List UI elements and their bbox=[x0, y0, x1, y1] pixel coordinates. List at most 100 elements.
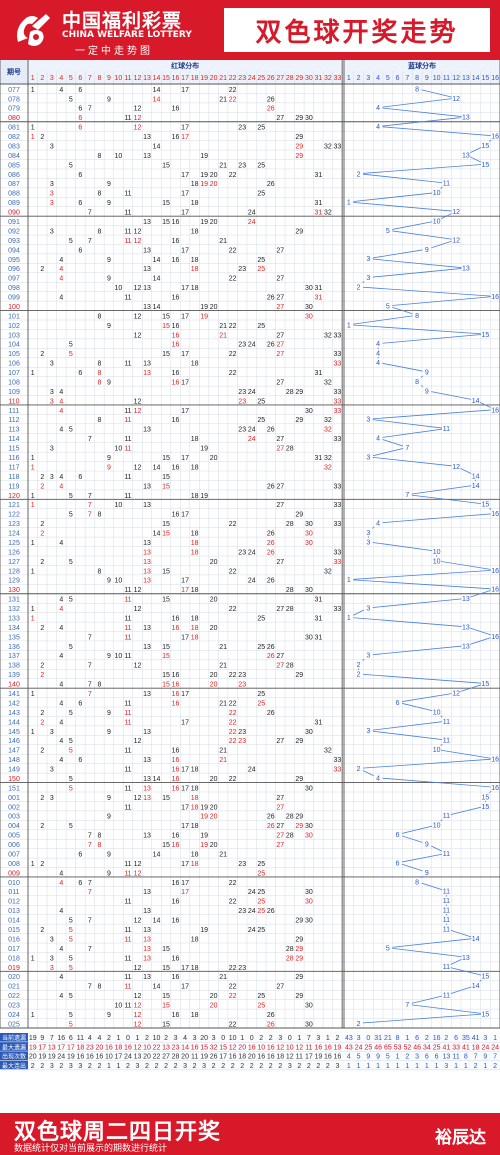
red-ball-number: 4 bbox=[59, 757, 63, 764]
blue-ball-bg bbox=[490, 509, 500, 518]
red-ball-number: 9 bbox=[107, 276, 111, 283]
red-ball-number: 12 bbox=[134, 106, 142, 113]
blue-ball-number: 11 bbox=[443, 917, 450, 924]
red-ball-number: 19 bbox=[200, 181, 208, 188]
red-ball-number: 8 bbox=[97, 379, 101, 386]
red-stat-value: 1 bbox=[116, 1035, 120, 1042]
red-ball-number: 17 bbox=[181, 785, 189, 792]
blue-ball-number: 15 bbox=[481, 162, 489, 169]
red-stat-value: 28 bbox=[172, 1054, 180, 1061]
blue-col-header: 1 bbox=[347, 75, 351, 82]
red-ball-number: 10 bbox=[115, 153, 123, 160]
red-stat-value: 3 bbox=[78, 1063, 82, 1070]
red-ball-number: 7 bbox=[88, 663, 92, 670]
red-ball-number: 13 bbox=[143, 795, 151, 802]
red-ball-number: 12 bbox=[134, 313, 142, 320]
red-ball-number: 26 bbox=[267, 342, 275, 349]
period-label: 129 bbox=[8, 578, 20, 585]
blue-ball-bg bbox=[480, 141, 490, 150]
red-ball-number: 27 bbox=[276, 115, 284, 122]
period-label: 111 bbox=[9, 408, 20, 415]
red-stat-value: 19 bbox=[38, 1054, 46, 1061]
blue-col-header: 8 bbox=[415, 75, 419, 82]
red-ball-number: 20 bbox=[210, 455, 218, 462]
stats-label: 出现次数 bbox=[2, 1053, 26, 1061]
blue-ball-number: 1 bbox=[347, 577, 351, 584]
red-ball-number: 15 bbox=[162, 946, 170, 953]
red-col-header: 12 bbox=[134, 75, 142, 82]
red-ball-number: 12 bbox=[134, 228, 142, 235]
blue-stat-value: 41 bbox=[442, 1044, 450, 1051]
red-ball-number: 6 bbox=[78, 700, 82, 707]
blue-stat-value: 1 bbox=[366, 1063, 370, 1070]
red-stat-value: 2 bbox=[269, 1063, 273, 1070]
red-ball-number: 8 bbox=[97, 842, 101, 849]
blue-stat-value: 1 bbox=[376, 1063, 380, 1070]
blue-ball-number: 1 bbox=[347, 615, 351, 622]
red-ball-number: 26 bbox=[267, 531, 275, 538]
blue-col-header: 11 bbox=[443, 75, 450, 82]
red-ball-number: 16 bbox=[172, 323, 180, 330]
red-stat-value: 10 bbox=[257, 1044, 265, 1051]
red-ball-number: 16 bbox=[172, 833, 180, 840]
red-ball-number: 27 bbox=[276, 304, 284, 311]
blue-ball-number: 14 bbox=[472, 936, 480, 943]
red-ball-number: 26 bbox=[267, 823, 275, 830]
blue-ball-number: 10 bbox=[433, 709, 441, 716]
period-label: 127 bbox=[8, 559, 20, 566]
red-ball-number: 32 bbox=[324, 143, 332, 150]
blue-stat-value: 9 bbox=[366, 1054, 370, 1061]
red-stat-value: 2 bbox=[259, 1035, 263, 1042]
red-ball-number: 11 bbox=[124, 899, 131, 906]
red-ball-number: 7 bbox=[88, 493, 92, 500]
blue-ball-number: 3 bbox=[366, 539, 370, 546]
red-ball-number: 20 bbox=[210, 993, 218, 1000]
red-ball-number: 17 bbox=[181, 351, 189, 358]
blue-ball-bg bbox=[490, 754, 500, 763]
red-ball-number: 18 bbox=[191, 531, 199, 538]
red-ball-number: 15 bbox=[162, 672, 170, 679]
blue-ball-number: 12 bbox=[452, 209, 460, 216]
red-ball-number: 15 bbox=[162, 313, 170, 320]
red-ball-number: 26 bbox=[267, 427, 275, 434]
blue-ball-bg bbox=[363, 651, 373, 660]
red-col-header: 7 bbox=[88, 75, 92, 82]
red-col-header: 8 bbox=[97, 75, 101, 82]
red-stat-value: 2 bbox=[307, 1063, 311, 1070]
red-ball-number: 17 bbox=[181, 578, 189, 585]
period-label: 101 bbox=[8, 313, 20, 320]
red-ball-number: 26 bbox=[267, 549, 275, 556]
red-ball-number: 3 bbox=[50, 446, 54, 453]
red-ball-number: 19 bbox=[200, 814, 208, 821]
red-ball-number: 20 bbox=[210, 304, 218, 311]
red-ball-number: 12 bbox=[134, 738, 142, 745]
red-col-header: 13 bbox=[143, 75, 151, 82]
red-stat-value: 20 bbox=[248, 1054, 256, 1061]
red-ball-number: 1 bbox=[31, 493, 35, 500]
red-ball-number: 22 bbox=[229, 172, 237, 179]
blue-col-header: 4 bbox=[376, 75, 380, 82]
blue-ball-bg bbox=[344, 613, 354, 622]
red-stat-value: 24 bbox=[57, 1054, 65, 1061]
red-ball-number: 27 bbox=[276, 446, 284, 453]
period-label: 001 bbox=[8, 795, 20, 802]
red-ball-number: 29 bbox=[295, 776, 303, 783]
red-ball-number: 16 bbox=[172, 682, 180, 689]
red-stat-value: 20 bbox=[181, 1054, 189, 1061]
blue-ball-bg bbox=[422, 245, 432, 254]
red-ball-number: 3 bbox=[50, 767, 54, 774]
blue-stat-value: 8 bbox=[464, 1054, 468, 1061]
red-ball-number: 5 bbox=[69, 559, 73, 566]
blue-ball-number: 15 bbox=[481, 1011, 489, 1018]
red-stat-value: 19 bbox=[29, 1035, 37, 1042]
red-ball-number: 29 bbox=[295, 153, 303, 160]
blue-ball-number: 11 bbox=[443, 898, 450, 905]
red-col-header: 2 bbox=[40, 75, 44, 82]
blue-ball-number: 11 bbox=[443, 813, 450, 820]
period-label: 120 bbox=[8, 493, 20, 500]
red-ball-number: 3 bbox=[50, 474, 54, 481]
blue-ball-bg bbox=[383, 943, 393, 952]
red-col-header: 5 bbox=[69, 75, 73, 82]
red-ball-number: 14 bbox=[153, 918, 161, 925]
red-ball-number: 24 bbox=[248, 436, 256, 443]
